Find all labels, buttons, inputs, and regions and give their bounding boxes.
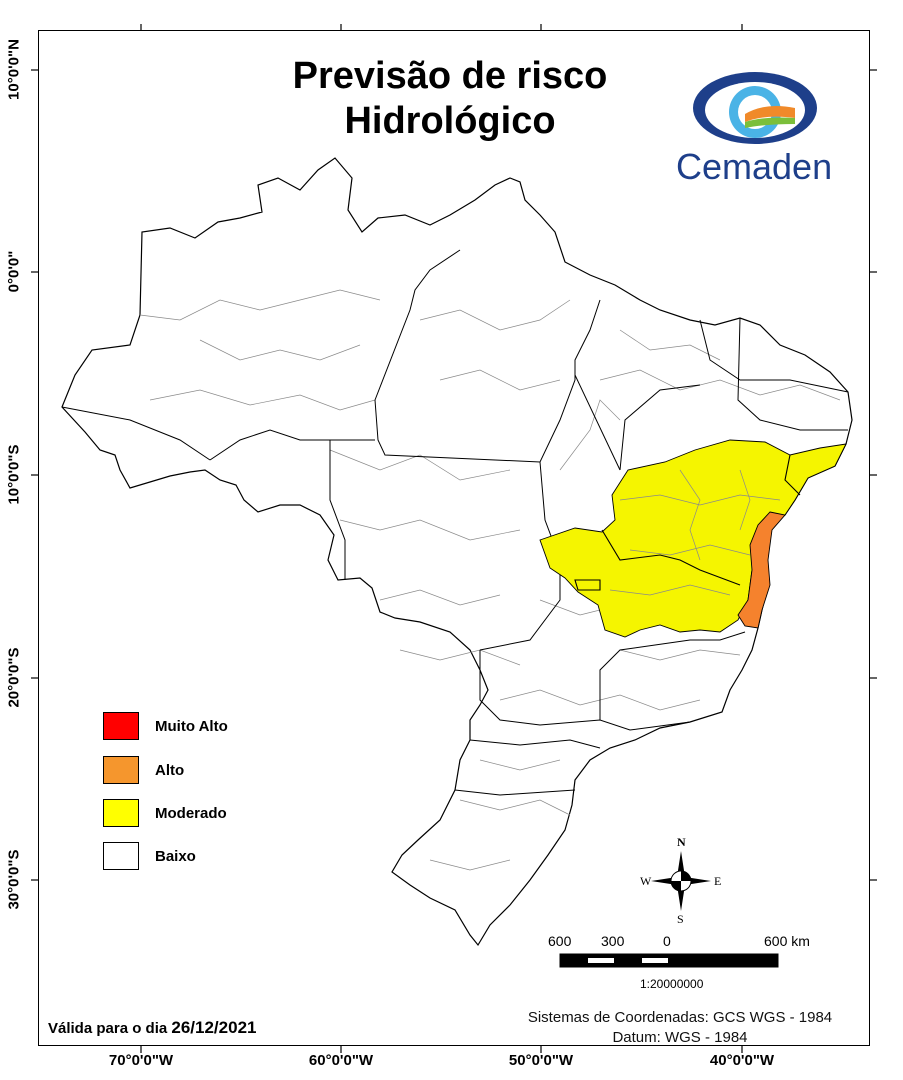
logo-text: Cemaden [676, 146, 833, 187]
legend-swatch [103, 756, 139, 784]
state-boundaries [61, 249, 849, 796]
legend-swatch [103, 712, 139, 740]
brazil-outline [61, 157, 853, 947]
municipal-boundaries [139, 289, 841, 871]
legend-label: Moderado [155, 804, 227, 822]
scale-label: 600 [548, 933, 572, 949]
legend-item-muito-alto: Muito Alto [103, 711, 228, 741]
lat-tick-label: 0°0'0" [5, 250, 23, 293]
legend-item-moderado: Moderado [103, 798, 227, 828]
lon-tick-label: 40°0'0"W [709, 1052, 775, 1069]
map-frame [38, 30, 870, 1046]
compass-north-label: N [677, 835, 686, 849]
validity-label: Válida para o dia 26/12/2021 [48, 1018, 256, 1038]
lon-tick-label: 70°0'0"W [108, 1052, 174, 1069]
lat-tick-label: 10°0'0"S [5, 444, 23, 505]
lat-tick-label: 10°0'0"N [5, 39, 23, 100]
cemaden-eye-logo [693, 72, 817, 144]
moderado-internal-boundaries [609, 469, 781, 596]
lat-tick-label: 20°0'0"S [5, 647, 23, 708]
lat-tick-label: 30°0'0"S [5, 849, 23, 910]
legend-item-alto: Alto [103, 755, 184, 785]
scale-ratio: 1:20000000 [640, 977, 704, 991]
lon-tick-label: 50°0'0"W [508, 1052, 574, 1069]
risk-area-alto [737, 511, 786, 629]
legend-label: Baixo [155, 847, 196, 865]
scale-label: 600 km [764, 933, 810, 949]
legend-label: Alto [155, 761, 185, 779]
legend-swatch [103, 842, 139, 870]
legend-item-baixo: Baixo [103, 841, 196, 871]
scale-label: 300 [601, 933, 625, 949]
legend-label: Muito Alto [155, 717, 228, 735]
legend-swatch [103, 799, 139, 827]
validity-prefix: Válida para o dia [48, 1020, 168, 1037]
coordinate-system-label: Sistemas de Coordenadas: GCS WGS - 1984 [527, 1009, 833, 1026]
compass-west-label: W [640, 874, 652, 888]
compass-south-label: S [677, 912, 684, 926]
scale-label: 0 [663, 933, 671, 949]
compass-east-label: E [714, 874, 722, 888]
lon-tick-label: 60°0'0"W [308, 1052, 374, 1069]
map-title-line1: Previsão de risco [292, 55, 608, 97]
scale-bar [559, 953, 779, 968]
map-title-line2: Hidrológico [344, 100, 556, 142]
axis-ticks [31, 24, 877, 1053]
compass-rose-icon [651, 851, 711, 911]
validity-date: 26/12/2021 [171, 1018, 257, 1037]
datum-label: Datum: WGS - 1984 [612, 1029, 748, 1046]
